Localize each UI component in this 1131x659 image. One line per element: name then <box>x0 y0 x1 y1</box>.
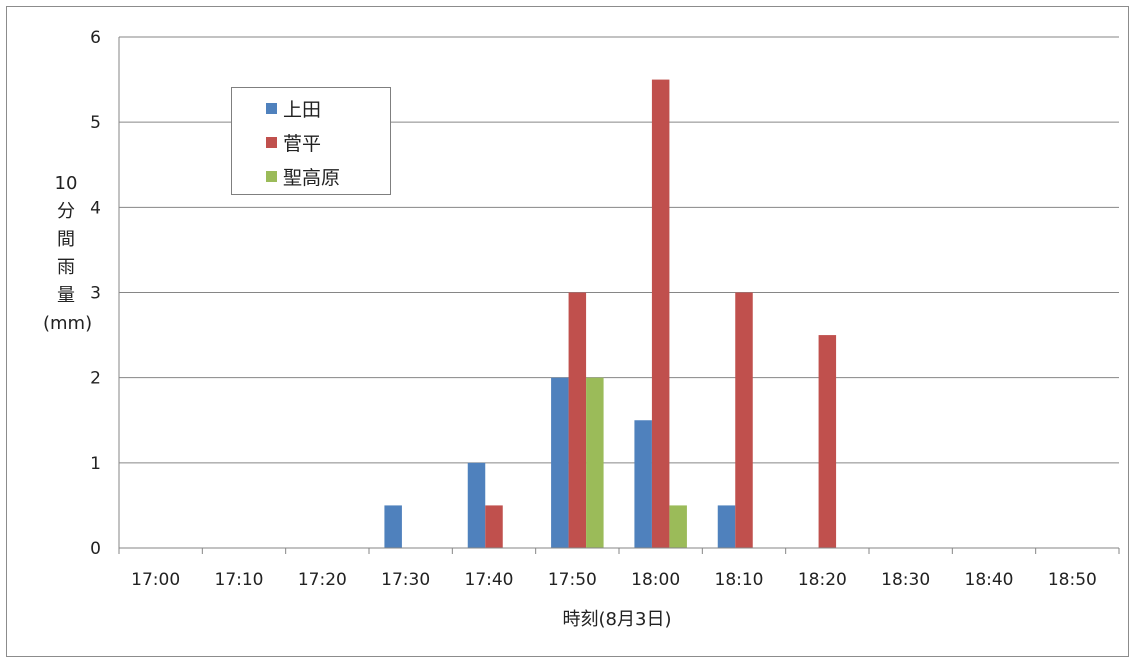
y-axis-label: 10 分間雨量 (mm) <box>43 170 93 338</box>
y-tick-label-6: 6 <box>90 28 101 48</box>
y-tick-label-2: 2 <box>90 369 101 389</box>
bar-series-2-17:50 <box>568 292 587 548</box>
y-axis-label-char: 間 <box>57 229 75 250</box>
y-axis-label-char: 雨 <box>57 257 75 278</box>
x-tick-label-17:10: 17:10 <box>215 570 264 590</box>
bar-series-1-17:40 <box>467 462 486 548</box>
y-tick-label-1: 1 <box>90 454 101 474</box>
legend-swatch-series-2 <box>266 136 277 148</box>
legend-label-series-1: 上田 <box>283 98 322 121</box>
legend: 上田 菅平 聖高原 <box>231 87 391 195</box>
bar-series-2-18:10 <box>735 292 753 548</box>
y-axis-label-char: 分 <box>57 201 75 222</box>
y-axis-label-char: (mm) <box>43 313 93 334</box>
bar-series-1-17:30 <box>384 505 402 548</box>
x-tick-label-17:30: 17:30 <box>381 570 430 590</box>
x-tick-label-18:20: 18:20 <box>798 570 847 590</box>
legend-label-series-3: 聖高原 <box>283 166 341 189</box>
bar-series-1-18:10 <box>717 505 736 548</box>
x-tick-label-17:50: 17:50 <box>548 570 597 590</box>
bar-series-3-18:00 <box>669 505 687 548</box>
legend-swatch-series-1 <box>266 102 277 114</box>
legend-item-series-1: 上田 <box>266 94 321 122</box>
x-tick-label-17:00: 17:00 <box>131 570 180 590</box>
x-tick-label-18:10: 18:10 <box>715 570 764 590</box>
x-tick-label-18:00: 18:00 <box>631 570 680 590</box>
x-tick-label-17:40: 17:40 <box>465 570 514 590</box>
x-tick-label-17:20: 17:20 <box>298 570 347 590</box>
bar-series-1-18:00 <box>634 420 652 548</box>
x-tick-label-18:50: 18:50 <box>1048 570 1097 590</box>
y-tick-label-5: 5 <box>90 113 101 133</box>
legend-item-series-2: 菅平 <box>266 128 321 156</box>
x-axis-label: 時刻(8月3日) <box>562 609 672 630</box>
bar-series-3-17:50 <box>586 377 604 548</box>
bar-series-2-17:40 <box>485 505 503 548</box>
bar-series-1-17:50 <box>551 377 569 548</box>
y-tick-label-4: 4 <box>90 198 101 218</box>
x-tick-label-18:30: 18:30 <box>881 570 930 590</box>
y-tick-label-3: 3 <box>90 284 101 304</box>
legend-swatch-series-3 <box>266 170 277 182</box>
x-tick-label-18:40: 18:40 <box>965 570 1014 590</box>
y-tick-label-0: 0 <box>90 539 101 559</box>
y-axis-label-char: 10 <box>54 173 78 194</box>
y-axis-label-char: 量 <box>57 285 75 306</box>
bar-series-2-18:20 <box>818 335 837 548</box>
legend-item-series-3: 聖高原 <box>266 162 340 190</box>
legend-label-series-2: 菅平 <box>283 132 322 155</box>
chart-frame: 0 1 2 3 4 5 6 17:00 17:10 17:20 17:30 17:40 17:50 18:… <box>6 6 1129 657</box>
chart-plot: 0 1 2 3 4 5 6 17:00 17:10 17:20 17:30 17:40 17:50 18:… <box>90 28 1120 590</box>
bar-series-2-18:00 <box>651 79 670 548</box>
